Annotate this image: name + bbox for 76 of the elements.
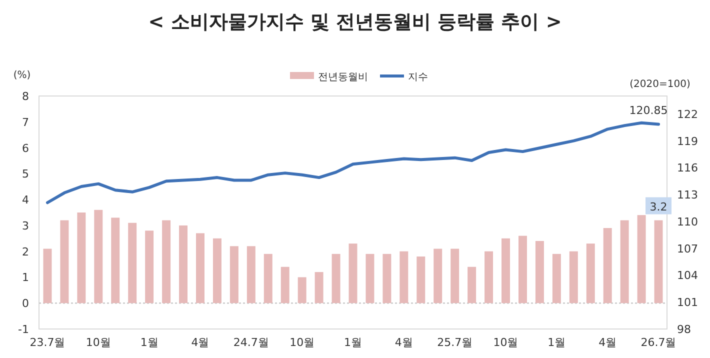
x-tick-label: 4월 bbox=[394, 336, 413, 349]
legend-label: 지수 bbox=[408, 72, 428, 83]
y2-tick-label: 119 bbox=[677, 134, 698, 148]
bar bbox=[535, 240, 544, 304]
y-axis-title: (%) bbox=[13, 70, 31, 81]
bar bbox=[620, 220, 629, 304]
y-tick-label: 5 bbox=[22, 168, 29, 181]
y2-tick-label: 110 bbox=[677, 215, 698, 228]
bar bbox=[552, 254, 561, 304]
bar bbox=[77, 212, 86, 304]
y-tick-label: 1 bbox=[22, 271, 29, 284]
bar bbox=[603, 228, 612, 304]
bar bbox=[280, 266, 290, 304]
x-tick-label: 24.7월 bbox=[233, 336, 269, 349]
bar bbox=[145, 230, 154, 304]
bar bbox=[502, 238, 510, 304]
data-label: 3.2 bbox=[650, 200, 668, 214]
y2-tick-label: 107 bbox=[677, 242, 698, 256]
bar bbox=[230, 246, 238, 304]
y2-tick-label: 101 bbox=[677, 296, 698, 310]
legend-label: 전년동월비 bbox=[318, 72, 368, 83]
bar bbox=[94, 210, 103, 304]
x-tick-label: 26.7월 bbox=[640, 336, 676, 349]
y-tick-label: 3 bbox=[22, 219, 29, 232]
y-tick-label: 2 bbox=[22, 245, 29, 258]
y2-tick-label: 104 bbox=[677, 269, 698, 282]
bar bbox=[348, 244, 358, 304]
bar bbox=[416, 256, 426, 304]
bar bbox=[434, 248, 442, 304]
bar bbox=[518, 236, 527, 304]
bar bbox=[314, 272, 324, 304]
bar bbox=[484, 251, 494, 304]
y2-tick-label: 113 bbox=[677, 188, 698, 202]
y-tick-label: -1 bbox=[18, 323, 29, 336]
y-tick-label: 4 bbox=[22, 194, 29, 207]
bar bbox=[246, 246, 256, 304]
bar bbox=[332, 254, 340, 304]
bar bbox=[128, 222, 137, 304]
x-tick-label: 10월 bbox=[493, 336, 518, 349]
y-tick-label: 6 bbox=[22, 142, 29, 155]
bar bbox=[654, 220, 663, 304]
bar bbox=[637, 215, 646, 304]
bar bbox=[366, 254, 374, 304]
data-label: 120.85 bbox=[629, 104, 668, 118]
bar bbox=[196, 233, 204, 304]
x-tick-label: 4월 bbox=[191, 336, 210, 349]
y-tick-label: 0 bbox=[22, 297, 29, 310]
y2-tick-label: 116 bbox=[677, 162, 698, 175]
x-tick-label: 4월 bbox=[598, 336, 617, 349]
x-tick-label: 10월 bbox=[86, 336, 111, 349]
bar bbox=[450, 248, 460, 304]
bar bbox=[400, 251, 408, 304]
bar bbox=[212, 238, 222, 304]
bar bbox=[298, 277, 306, 304]
bar bbox=[586, 244, 595, 304]
bar bbox=[264, 254, 272, 304]
y2-axis-title: (2020=100) bbox=[630, 79, 690, 90]
x-tick-label: 1월 bbox=[344, 336, 362, 349]
bar bbox=[43, 248, 52, 304]
x-tick-label: 1월 bbox=[140, 336, 158, 349]
x-tick-label: 1월 bbox=[548, 336, 566, 349]
bar bbox=[468, 266, 476, 304]
y2-tick-label: 98 bbox=[677, 323, 691, 336]
chart-title: < 소비자물가지수 및 전년동월비 등락률 추이 > bbox=[148, 11, 562, 33]
y-tick-label: 7 bbox=[22, 116, 29, 129]
x-tick-label: 10월 bbox=[290, 336, 315, 349]
y2-tick-label: 122 bbox=[677, 108, 698, 121]
bar bbox=[382, 254, 392, 304]
bar bbox=[111, 218, 120, 304]
bar bbox=[60, 220, 69, 304]
bar bbox=[162, 220, 171, 304]
x-tick-label: 23.7월 bbox=[30, 336, 66, 349]
x-tick-label: 25.7월 bbox=[437, 336, 473, 349]
bar bbox=[179, 225, 188, 304]
y-tick-label: 8 bbox=[22, 90, 29, 103]
bar bbox=[569, 251, 578, 304]
